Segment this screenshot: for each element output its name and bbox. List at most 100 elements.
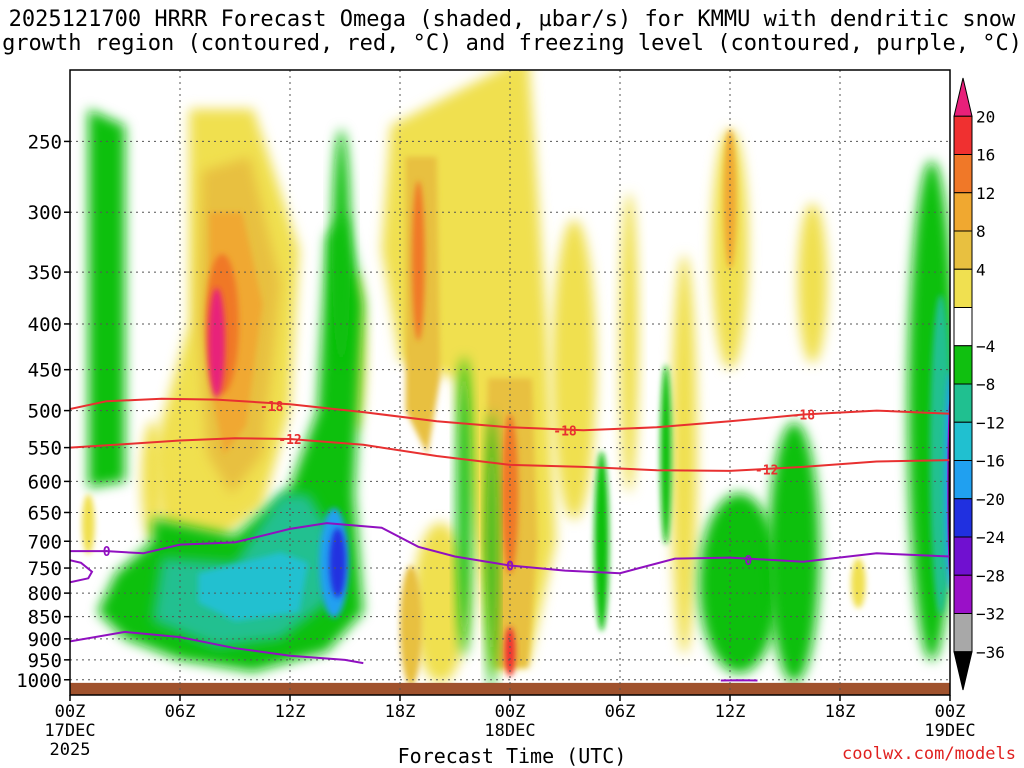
y-tick-label-900: 900 (28, 629, 62, 651)
colorbar: 20 16 12 8 4 −4 −8 −12 −16 −20 −24 −28 −32 −36 (953, 77, 1005, 691)
colorbar-swatch-4 (953, 230, 973, 270)
colorbar-swatch-11 (953, 498, 973, 538)
y-tick-label-850: 850 (28, 607, 62, 629)
colorbar-swatch-10 (953, 460, 973, 500)
y-tick-label-350: 350 (28, 262, 62, 284)
green-region-40z (768, 422, 820, 683)
x-tick-label-48: 00Z (935, 702, 966, 722)
chart-title-line1: 2025121700 HRRR Forecast Omega (shaded, … (8, 7, 1016, 32)
colorbar-label-8: −16 (976, 452, 1005, 471)
colorbar-label-3: 8 (976, 222, 986, 241)
green-region-36z (698, 493, 780, 674)
darkblue-core-14z (329, 527, 346, 598)
x-tick-label-42: 18Z (825, 702, 856, 722)
y-tick-label-600: 600 (28, 471, 62, 493)
yellow-region-40z (797, 203, 828, 364)
y-tick-label-550: 550 (28, 438, 62, 460)
colorbar-swatch-3 (953, 192, 973, 232)
colorbar-label-13: −36 (976, 643, 1005, 662)
colorbar-swatch-13 (953, 574, 973, 614)
colorbar-swatch-1 (953, 115, 973, 155)
freezing-label-0-1: 0 (506, 559, 514, 574)
green-column-23z (486, 412, 498, 693)
colorbar-swatch-7 (953, 345, 973, 385)
gold-region-19z-low (400, 565, 422, 686)
y-tick-label-300: 300 (28, 202, 62, 224)
dgz-label-1-1: -12 (755, 464, 778, 479)
contour-lines: -18 -18 -18 -12 -12 0 0 0 (70, 397, 950, 682)
x-tick-date-48: 19DEC (924, 721, 975, 741)
green-band-02z (88, 109, 125, 488)
y-tick-label-1000: 1000 (16, 670, 62, 692)
green-spot-29z (594, 451, 610, 632)
colorbar-cap-top (953, 77, 973, 117)
colorbar-label-0: 20 (976, 107, 995, 126)
colorbar-swatch-8 (953, 383, 973, 423)
green-column-21z (456, 356, 472, 657)
x-tick-label-36: 12Z (715, 702, 746, 722)
y-tick-label-500: 500 (28, 401, 62, 423)
colorbar-swatch-2 (953, 154, 973, 194)
yellow-spot-05z (141, 421, 164, 542)
axes: 2503003504004505005506006507007508008509… (16, 69, 976, 760)
colorbar-swatch-9 (953, 421, 973, 461)
green-spot-32z (660, 364, 672, 545)
x-tick-label-0: 00Z (55, 702, 86, 722)
colorbar-label-5: −4 (976, 337, 995, 356)
y-tick-label-650: 650 (28, 502, 62, 524)
teal-region-47z (929, 294, 950, 615)
colorbar-label-4: 4 (976, 260, 986, 279)
x-tick-label-12: 12Z (275, 702, 306, 722)
colorbar-label-12: −32 (976, 605, 1005, 624)
y-tick-label-400: 400 (28, 314, 62, 336)
y-tick-label-250: 250 (28, 131, 62, 153)
colorbar-swatch-5 (953, 268, 973, 308)
green-upper-15z (332, 129, 351, 370)
y-tick-label-800: 800 (28, 583, 62, 605)
y-tick-label-450: 450 (28, 360, 62, 382)
colorbar-label-7: −12 (976, 413, 1005, 432)
cyan-region-11z (198, 552, 309, 622)
yellow-region-34z (671, 254, 698, 655)
colorbar-swatch-12 (953, 536, 973, 576)
colorbar-label-1: 16 (976, 146, 995, 165)
freezing-contour-2 (70, 630, 364, 665)
x-tick-year-0: 2025 (50, 740, 91, 760)
x-axis-label: Forecast Time (UTC) (397, 744, 627, 768)
colorbar-cap-bottom (953, 651, 973, 691)
x-tick-label-6: 06Z (165, 702, 196, 722)
yellow-region-30z (620, 192, 639, 493)
colorbar-swatch-6 (953, 307, 973, 347)
yellow-spot-43z (851, 558, 866, 609)
x-tick-date-24: 18DEC (484, 721, 535, 741)
omega-shading (70, 70, 950, 695)
red-spot-24z (504, 626, 516, 677)
dgz-label-0-1: -18 (553, 424, 577, 439)
dgz-label-0-2: -18 (792, 408, 816, 423)
freezing-label-0-0: 0 (103, 545, 111, 560)
colorbar-swatch-14 (953, 613, 973, 653)
y-tick-label-750: 750 (28, 558, 62, 580)
x-tick-date-0: 17DEC (44, 721, 95, 741)
y-tick-label-950: 950 (28, 650, 62, 672)
colorbar-label-6: −8 (976, 375, 995, 394)
grid-lines (69, 70, 951, 695)
colorbar-label-9: −20 (976, 490, 1005, 509)
dgz-contour-1 (70, 437, 950, 472)
colorbar-label-10: −24 (976, 528, 1005, 547)
freezing-label-0-2: 0 (744, 554, 752, 569)
x-tick-label-24: 00Z (495, 702, 526, 722)
red-core-19z (411, 180, 425, 341)
dgz-label-0-0: -18 (260, 400, 284, 415)
credit-text: coolwx.com/models (842, 744, 1016, 764)
dgz-contour-0 (70, 397, 950, 432)
colorbar-label-2: 12 (976, 184, 995, 203)
colorbar-label-11: −28 (976, 566, 1005, 585)
y-tick-label-700: 700 (28, 531, 62, 553)
chart-title-line2: growth region (contoured, red, °C) and f… (2, 31, 1022, 56)
dgz-label-1-0: -12 (278, 433, 301, 448)
x-tick-label-18: 18Z (385, 702, 416, 722)
magenta-core-08z (208, 287, 225, 398)
freezing-contour-0 (70, 522, 950, 575)
